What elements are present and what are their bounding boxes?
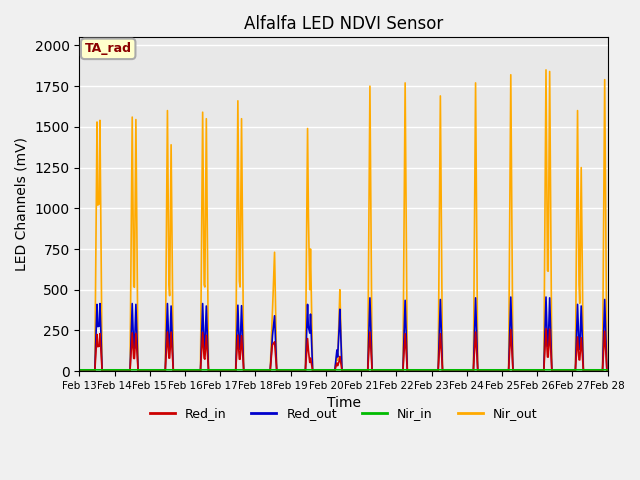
Line: Red_out: Red_out (79, 297, 607, 371)
Red_out (440, 368, 448, 374)
Nir_in (440, 367, 448, 372)
Red_out (139, 368, 147, 374)
Nir_in (483, 367, 491, 372)
Nir_in (139, 367, 147, 372)
Red_out (604, 368, 611, 374)
Nir_out (138, 368, 146, 374)
Red_in (109, 368, 116, 374)
Nir_out (109, 368, 116, 374)
Line: Red_in: Red_in (79, 329, 607, 371)
Red_in (76, 368, 83, 374)
Nir_out (542, 67, 550, 73)
Red_out (109, 368, 116, 374)
Nir_out (76, 368, 83, 374)
Red_in (604, 368, 611, 374)
Red_in (542, 326, 550, 332)
Nir_out (440, 368, 448, 374)
Red_out (483, 368, 491, 374)
Nir_out (139, 368, 147, 374)
Nir_in (240, 367, 248, 372)
X-axis label: Time: Time (326, 396, 360, 410)
Red_in (483, 368, 491, 374)
Nir_in (76, 367, 83, 372)
Red_in (138, 368, 146, 374)
Red_out (507, 294, 515, 300)
Nir_in (138, 367, 146, 372)
Nir_in (604, 367, 611, 372)
Nir_out (483, 368, 491, 374)
Nir_in (109, 367, 116, 372)
Title: Alfalfa LED NDVI Sensor: Alfalfa LED NDVI Sensor (244, 15, 443, 33)
Red_in (440, 368, 448, 374)
Red_out (138, 368, 146, 374)
Line: Nir_out: Nir_out (79, 70, 607, 371)
Red_out (240, 364, 248, 370)
Nir_out (604, 368, 611, 374)
Red_in (139, 368, 147, 374)
Legend: Red_in, Red_out, Nir_in, Nir_out: Red_in, Red_out, Nir_in, Nir_out (145, 402, 542, 425)
Y-axis label: LED Channels (mV): LED Channels (mV) (15, 137, 29, 271)
Text: TA_rad: TA_rad (84, 42, 132, 55)
Nir_out (240, 351, 248, 357)
Red_out (76, 368, 83, 374)
Red_in (240, 366, 248, 372)
